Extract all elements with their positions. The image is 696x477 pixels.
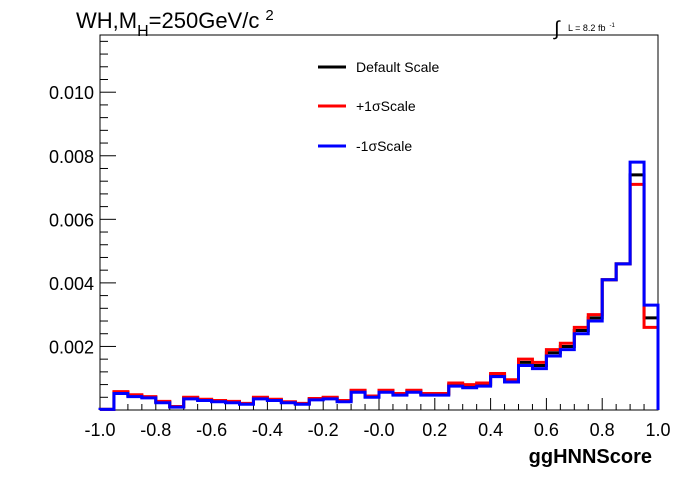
x-tick-label: -0.2 (308, 420, 339, 440)
x-tick-label: -0.0 (363, 420, 394, 440)
y-tick-label: 0.010 (49, 83, 94, 103)
lumi-text: L = 8.2 fb -1 (568, 23, 615, 33)
x-tick-label: -1.0 (84, 420, 115, 440)
x-tick-label: 0.6 (534, 420, 559, 440)
title-main: WH,M (76, 8, 137, 33)
series-line-default-scale (98, 173, 660, 411)
title-subscript: H (137, 23, 149, 40)
y-tick-label: 0.006 (49, 210, 94, 230)
y-tick-label: 0.004 (49, 274, 94, 294)
y-tick-label: 0.008 (49, 147, 94, 167)
lumi-value: L = 8.2 fb (568, 23, 605, 33)
x-tick-label: 0.2 (422, 420, 447, 440)
plot-frame (99, 34, 659, 411)
plot-area-border (99, 34, 659, 411)
x-tick-label: 0.4 (478, 420, 503, 440)
x-tick-label: -0.4 (252, 420, 283, 440)
histogram-series (98, 160, 660, 411)
axis-ticks: -1.0 -0.8 -0.6 -0.4 -0.2 -0.0 0.2 0.4 0.6 0.8 1.0 0… (49, 40, 671, 440)
y-tick-label: 0.002 (49, 337, 94, 357)
legend: Default Scale +1σScale -1σScale (318, 59, 439, 154)
x-tick-label: 0.8 (590, 420, 615, 440)
title-rest: =250GeV/c (149, 8, 260, 33)
x-tick-label: -0.8 (140, 420, 171, 440)
chart-title: WH,MH=250GeV/c 2 (76, 7, 274, 40)
legend-label-default: Default Scale (356, 59, 439, 75)
lumi-superscript: -1 (609, 23, 615, 29)
x-tick-label: -0.6 (196, 420, 227, 440)
series-line-plus1sigma-scale (98, 182, 660, 411)
x-axis-label: ggHNNScore (529, 446, 652, 468)
legend-label-plus1sigma: +1σScale (356, 98, 416, 114)
x-tick-label: 1.0 (645, 420, 670, 440)
legend-label-minus1sigma: -1σScale (356, 138, 412, 154)
luminosity-label: ∫ L = 8.2 fb -1 (553, 18, 615, 40)
chart-title-text: WH,MH=250GeV/c 2 (76, 7, 274, 40)
title-superscript: 2 (265, 7, 273, 24)
lumi-integral-sign: ∫ (553, 18, 561, 40)
series-line-minus1sigma-scale (98, 160, 660, 411)
